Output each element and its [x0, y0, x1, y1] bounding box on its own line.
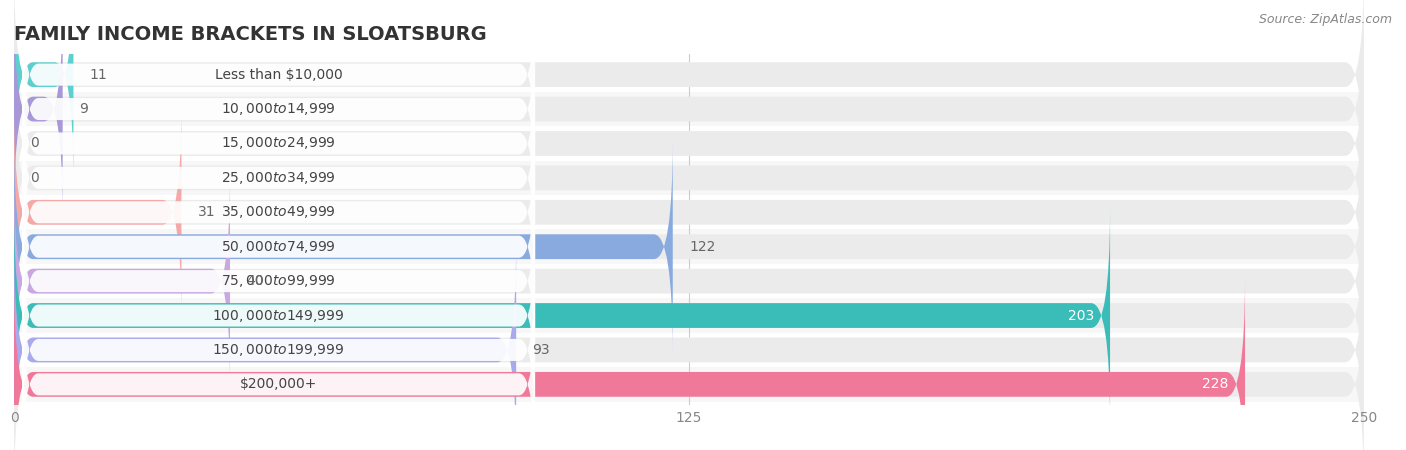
Text: Source: ZipAtlas.com: Source: ZipAtlas.com — [1258, 14, 1392, 27]
Text: 40: 40 — [246, 274, 264, 288]
FancyBboxPatch shape — [14, 207, 1364, 423]
Text: $35,000 to $49,999: $35,000 to $49,999 — [221, 204, 336, 220]
FancyBboxPatch shape — [14, 242, 516, 450]
FancyBboxPatch shape — [14, 1, 63, 217]
FancyBboxPatch shape — [14, 70, 1364, 286]
Bar — [14, 126, 1364, 161]
FancyBboxPatch shape — [14, 1, 1364, 217]
Text: FAMILY INCOME BRACKETS IN SLOATSBURG: FAMILY INCOME BRACKETS IN SLOATSBURG — [14, 25, 486, 44]
Text: 9: 9 — [79, 102, 87, 116]
Text: 93: 93 — [533, 343, 550, 357]
Bar — [14, 264, 1364, 298]
Text: 228: 228 — [1202, 378, 1229, 392]
FancyBboxPatch shape — [22, 189, 536, 374]
Bar — [14, 298, 1364, 333]
Text: 203: 203 — [1067, 309, 1094, 323]
FancyBboxPatch shape — [14, 276, 1246, 450]
Text: $100,000 to $149,999: $100,000 to $149,999 — [212, 307, 344, 324]
Text: 11: 11 — [90, 68, 107, 81]
FancyBboxPatch shape — [14, 36, 1364, 252]
Bar — [14, 230, 1364, 264]
FancyBboxPatch shape — [14, 173, 1364, 389]
Text: $200,000+: $200,000+ — [240, 378, 318, 392]
FancyBboxPatch shape — [14, 104, 1364, 320]
FancyBboxPatch shape — [14, 276, 1364, 450]
Bar — [14, 161, 1364, 195]
Text: Less than $10,000: Less than $10,000 — [215, 68, 343, 81]
Text: $25,000 to $34,999: $25,000 to $34,999 — [221, 170, 336, 186]
Bar — [14, 92, 1364, 126]
FancyBboxPatch shape — [22, 292, 536, 450]
Text: $15,000 to $24,999: $15,000 to $24,999 — [221, 135, 336, 152]
Bar — [14, 333, 1364, 367]
FancyBboxPatch shape — [14, 139, 672, 355]
Text: 122: 122 — [689, 240, 716, 254]
Bar — [14, 367, 1364, 401]
Text: $10,000 to $14,999: $10,000 to $14,999 — [221, 101, 336, 117]
FancyBboxPatch shape — [22, 258, 536, 442]
FancyBboxPatch shape — [22, 154, 536, 339]
Text: $150,000 to $199,999: $150,000 to $199,999 — [212, 342, 344, 358]
FancyBboxPatch shape — [22, 86, 536, 270]
FancyBboxPatch shape — [14, 0, 1364, 183]
FancyBboxPatch shape — [14, 242, 1364, 450]
FancyBboxPatch shape — [22, 0, 536, 167]
Text: 0: 0 — [31, 136, 39, 150]
FancyBboxPatch shape — [22, 120, 536, 305]
Text: 0: 0 — [31, 171, 39, 185]
Bar — [14, 195, 1364, 230]
FancyBboxPatch shape — [22, 17, 536, 201]
FancyBboxPatch shape — [14, 207, 1111, 423]
Text: $75,000 to $99,999: $75,000 to $99,999 — [221, 273, 336, 289]
FancyBboxPatch shape — [14, 0, 73, 183]
FancyBboxPatch shape — [14, 173, 231, 389]
Text: 31: 31 — [198, 205, 215, 219]
Text: $50,000 to $74,999: $50,000 to $74,999 — [221, 238, 336, 255]
FancyBboxPatch shape — [14, 139, 1364, 355]
FancyBboxPatch shape — [14, 104, 181, 320]
FancyBboxPatch shape — [22, 51, 536, 236]
Bar — [14, 58, 1364, 92]
FancyBboxPatch shape — [22, 223, 536, 408]
